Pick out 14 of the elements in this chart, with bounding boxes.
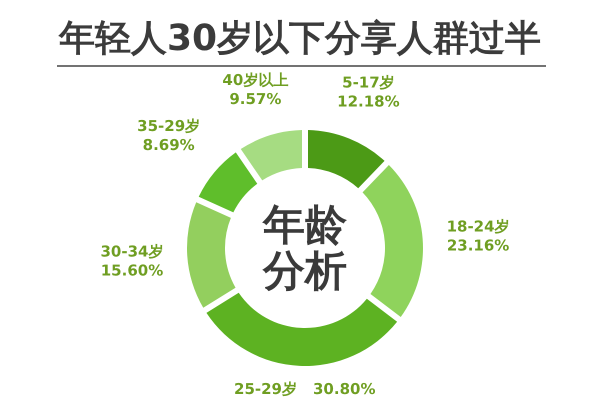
annotation: 年龄分析 [261, 202, 348, 294]
data-label: 8.69% [142, 136, 195, 154]
data-label: 12.18% [337, 92, 400, 110]
title: 年轻人30岁以下分享人群过半 [58, 18, 542, 59]
slice-label: 35-29岁 [137, 116, 200, 135]
slice-label: 5-17岁 [342, 73, 395, 92]
data-label: 9.57% [229, 90, 282, 108]
slice-label: 25-29岁 [234, 380, 297, 398]
data-label: 23.16% [446, 236, 510, 254]
data-label: 30.80% [313, 380, 376, 398]
slice-label: 18-24岁 [446, 217, 510, 236]
data-label: 15.60% [100, 262, 164, 280]
slice-label: 40岁以上 [222, 70, 288, 89]
slice-label: 30-34岁 [100, 242, 164, 261]
